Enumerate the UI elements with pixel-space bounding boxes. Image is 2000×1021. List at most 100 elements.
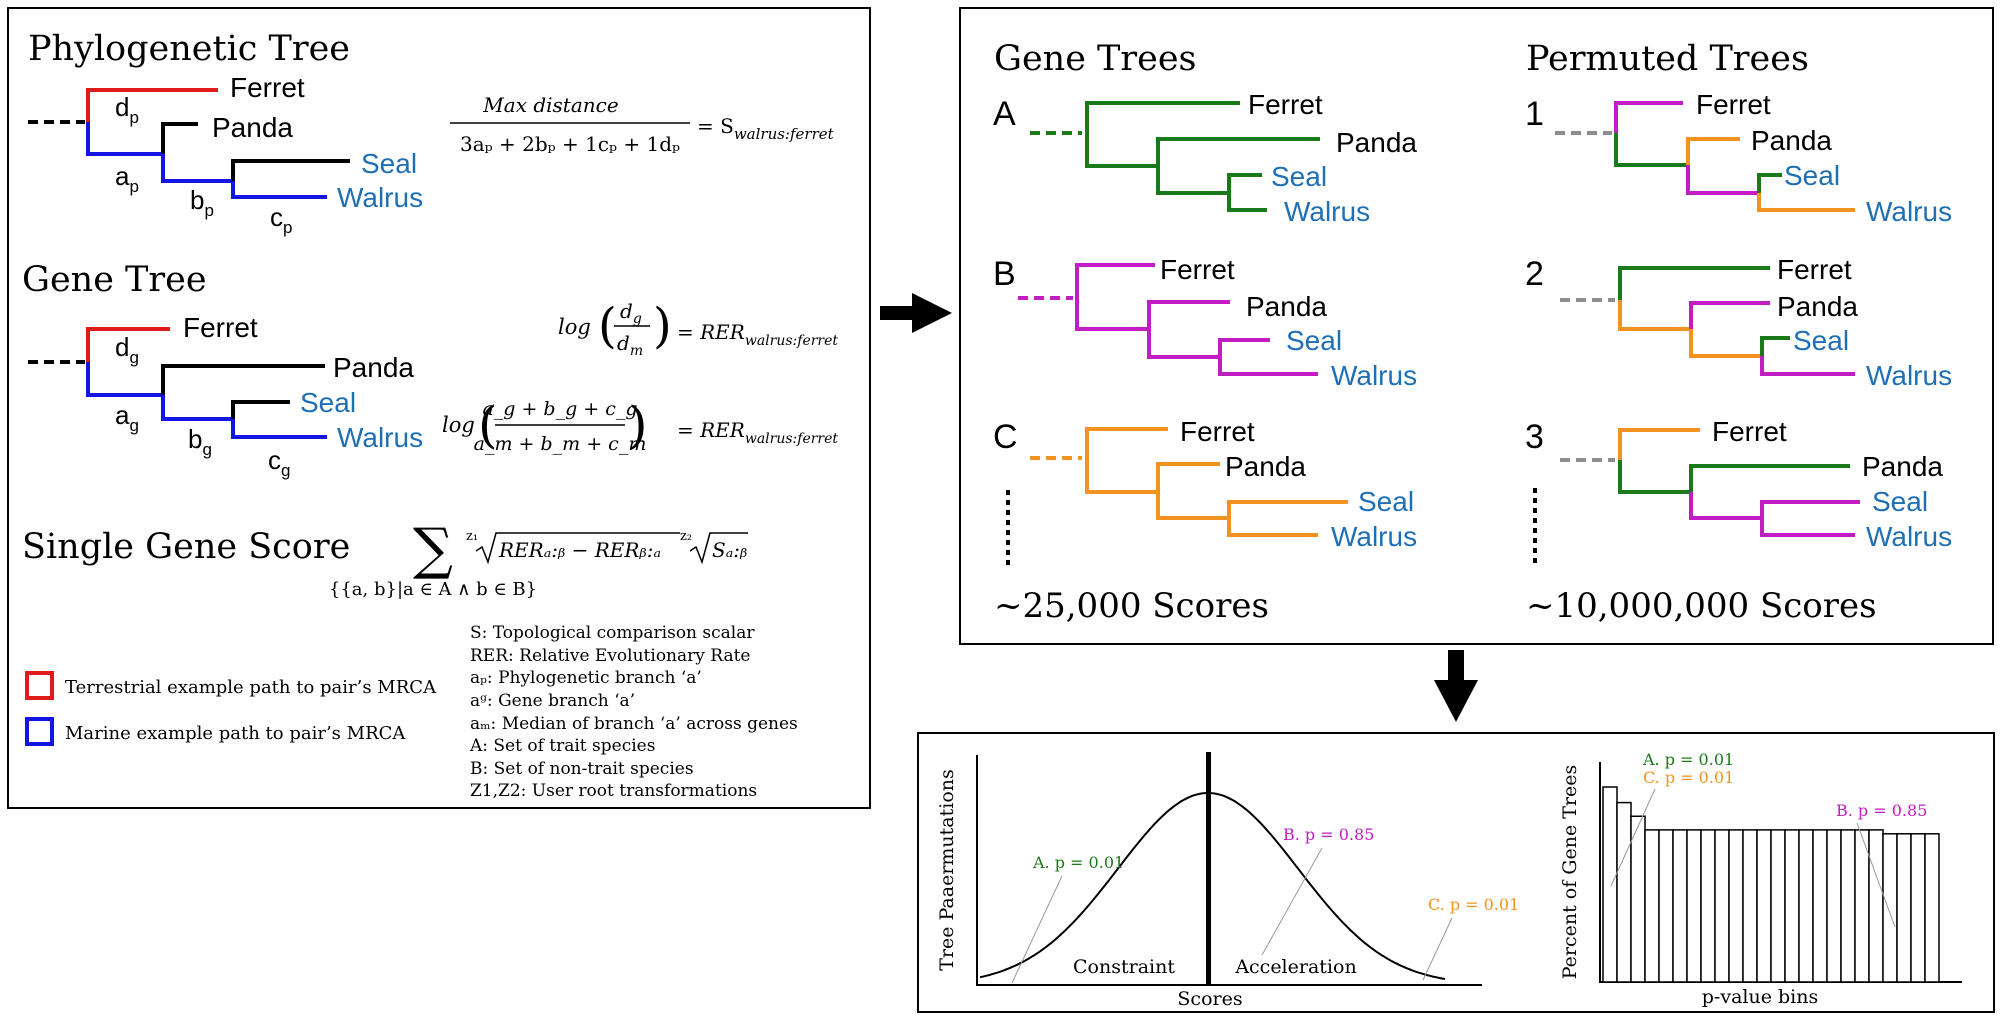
left-panel-frame bbox=[7, 7, 871, 809]
phylo-branch-label-b: bp bbox=[190, 185, 214, 220]
gene-tree-a-walrus-branch bbox=[1227, 193, 1267, 212]
gene-tree-c-seal: Seal bbox=[1358, 486, 1414, 517]
histogram-bar bbox=[1896, 833, 1912, 983]
gene-tree-b-inner-2 bbox=[1147, 329, 1220, 359]
gene-tree-b-seal: Seal bbox=[1286, 325, 1342, 356]
permuted-tree-3-ferret: Ferret bbox=[1712, 416, 1787, 447]
gene-tree-a-seal-branch bbox=[1227, 173, 1262, 193]
gene-tree-b-ferret-branch bbox=[1075, 263, 1155, 298]
gene-tree-a-panda: Panda bbox=[1336, 127, 1417, 158]
histogram-bar bbox=[1658, 829, 1674, 983]
phylo-label-seal: Seal bbox=[361, 148, 417, 179]
definition-3: aᵍ: Gene branch ‘a’ bbox=[470, 691, 635, 711]
phylo-title: Phylogenetic Tree bbox=[28, 29, 350, 69]
distribution-y-label: Tree Paaermutations bbox=[936, 769, 958, 971]
histogram-bar bbox=[1714, 829, 1730, 983]
permuted-tree-3-inner bbox=[1618, 460, 1691, 494]
gene-branch-label-a: ag bbox=[115, 400, 139, 435]
gene-branch-panda bbox=[161, 364, 325, 395]
gene-tree-c-panda: Panda bbox=[1225, 451, 1306, 482]
legend: Terrestrial example path to pair’s MRCA … bbox=[25, 671, 437, 746]
distribution-annotation-c: C. p = 0.01 bbox=[1428, 895, 1519, 914]
legend-swatch-terrestrial bbox=[25, 671, 54, 700]
definition-4: aₘ: Median of branch ‘a’ across genes bbox=[470, 714, 798, 734]
phylo-branch-ferret bbox=[86, 88, 218, 122]
gene-label-panda: Panda bbox=[333, 352, 414, 383]
permuted-tree-1-label: 1 bbox=[1525, 95, 1544, 133]
gene-tree-b: B Ferret Panda Seal Walrus bbox=[993, 254, 1417, 391]
formula-rer2-log: log bbox=[442, 413, 475, 437]
gene-tree-c-inner-2 bbox=[1156, 492, 1229, 520]
gene-tree-example: Ferret Panda Seal Walrus dg ag bg cg bbox=[28, 312, 423, 480]
histogram-bar bbox=[1784, 829, 1800, 983]
permuted-tree-2-walrus-branch bbox=[1760, 356, 1855, 376]
gene-tree-title: Gene Tree bbox=[22, 260, 207, 300]
permuted-tree-2-label: 2 bbox=[1525, 255, 1544, 293]
phylo-label-panda: Panda bbox=[212, 112, 293, 143]
formula-score-term1: RERₐ:ᵦ − RERᵦ:ₐ bbox=[498, 538, 661, 562]
histogram-bar bbox=[1854, 829, 1870, 983]
phylo-branch-label-a: ap bbox=[115, 161, 139, 196]
histogram-bar bbox=[1742, 829, 1758, 983]
histogram-bar bbox=[1812, 829, 1828, 983]
phylo-tree: Ferret Panda Seal Walrus dp ap bp cp bbox=[28, 72, 423, 237]
gene-tree-c-walrus: Walrus bbox=[1331, 521, 1417, 552]
definitions-list: S: Topological comparison scalar RER: Re… bbox=[469, 623, 798, 801]
gene-tree-c-walrus-branch bbox=[1227, 518, 1318, 537]
permuted-tree-3-label: 3 bbox=[1525, 418, 1544, 456]
formula-score-root2: z₂ bbox=[680, 529, 692, 544]
arrow-down-head bbox=[1434, 680, 1478, 722]
permuted-tree-1-panda-branch bbox=[1686, 137, 1740, 165]
formula-score-radical-1 bbox=[475, 532, 680, 565]
permuted-tree-3-inner-2 bbox=[1689, 492, 1762, 520]
arrow-right-head bbox=[912, 293, 952, 333]
gene-tree-a-seal: Seal bbox=[1271, 161, 1327, 192]
gene-tree-a-inner bbox=[1085, 133, 1158, 168]
histogram-annotation-b: B. p = 0.85 bbox=[1836, 801, 1927, 820]
formula-rer2-rhs: = RERwalrus:ferret bbox=[677, 418, 838, 447]
permuted-trees-title: Permuted Trees bbox=[1526, 39, 1809, 79]
permuted-tree-3-walrus-branch bbox=[1760, 518, 1855, 537]
permuted-tree-3-seal: Seal bbox=[1872, 486, 1928, 517]
formula-rer1-rhs: = RERwalrus:ferret bbox=[677, 320, 838, 349]
gene-label-seal: Seal bbox=[300, 387, 356, 418]
histogram-bar bbox=[1910, 833, 1926, 983]
formula-rer-2: log ( a_g + b_g + c_g a_m + b_m + c_m ) … bbox=[442, 396, 838, 455]
permuted-tree-2-seal: Seal bbox=[1793, 325, 1849, 356]
gene-tree-a-ferret-branch bbox=[1085, 101, 1240, 133]
formula-rer1-num: dg bbox=[620, 299, 642, 327]
permuted-tree-2-ferret: Ferret bbox=[1777, 254, 1852, 285]
formula-rer2-den: a_m + b_m + c_m bbox=[474, 433, 647, 455]
gene-tree-c-ferret: Ferret bbox=[1180, 416, 1255, 447]
gene-tree-b-panda: Panda bbox=[1246, 291, 1327, 322]
definition-2: aₚ: Phylogenetic branch ‘a’ bbox=[470, 668, 702, 688]
gene-tree-b-label: B bbox=[993, 255, 1016, 293]
histogram-bar bbox=[1770, 829, 1786, 983]
constraint-label: Constraint bbox=[1073, 956, 1175, 978]
permuted-trees-score-count: ~10,000,000 Scores bbox=[1526, 586, 1877, 626]
gene-tree-c-ferret-branch bbox=[1085, 427, 1168, 458]
histogram-leader bbox=[1610, 788, 1656, 887]
formula-s-numerator: Max distance bbox=[482, 93, 618, 117]
permuted-tree-1-panda: Panda bbox=[1751, 125, 1832, 156]
formula-score-term2: Sₐ:ᵦ bbox=[712, 538, 747, 562]
gene-tree-a-label: A bbox=[993, 95, 1016, 133]
distribution-x-label: Scores bbox=[1177, 988, 1242, 1010]
histogram-bar bbox=[1686, 829, 1702, 983]
permuted-tree-2-walrus: Walrus bbox=[1866, 360, 1952, 391]
formula-score-radical-2 bbox=[689, 532, 748, 565]
permuted-tree-1-ferret-branch bbox=[1614, 101, 1683, 133]
formula-rer1-log: log bbox=[558, 315, 591, 339]
gene-tree-c-inner bbox=[1085, 458, 1158, 494]
histogram-bar bbox=[1840, 829, 1856, 983]
definition-6: B: Set of non-trait species bbox=[470, 759, 694, 779]
permuted-tree-3-panda: Panda bbox=[1862, 451, 1943, 482]
histogram-bar bbox=[1602, 786, 1618, 983]
definition-5: A: Set of trait species bbox=[469, 736, 655, 756]
gene-tree-b-ferret: Ferret bbox=[1160, 254, 1235, 285]
definition-1: RER: Relative Evolutionary Rate bbox=[470, 646, 750, 666]
permuted-tree-2-seal-branch bbox=[1760, 336, 1790, 356]
gene-tree-b-panda-branch bbox=[1147, 300, 1230, 329]
permuted-tree-3-panda-branch bbox=[1689, 464, 1850, 492]
